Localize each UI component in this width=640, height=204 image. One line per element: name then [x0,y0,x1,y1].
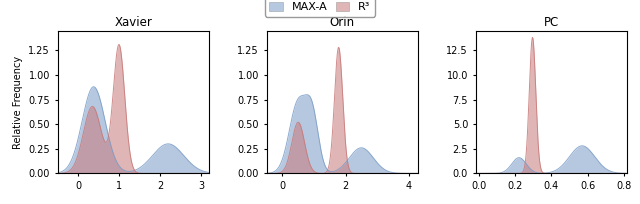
Title: PC: PC [544,17,559,29]
Title: Xavier: Xavier [115,17,152,29]
Y-axis label: Relative Frequency: Relative Frequency [13,55,23,149]
Title: Orin: Orin [330,17,355,29]
Legend: MAX-A, R³: MAX-A, R³ [265,0,375,17]
